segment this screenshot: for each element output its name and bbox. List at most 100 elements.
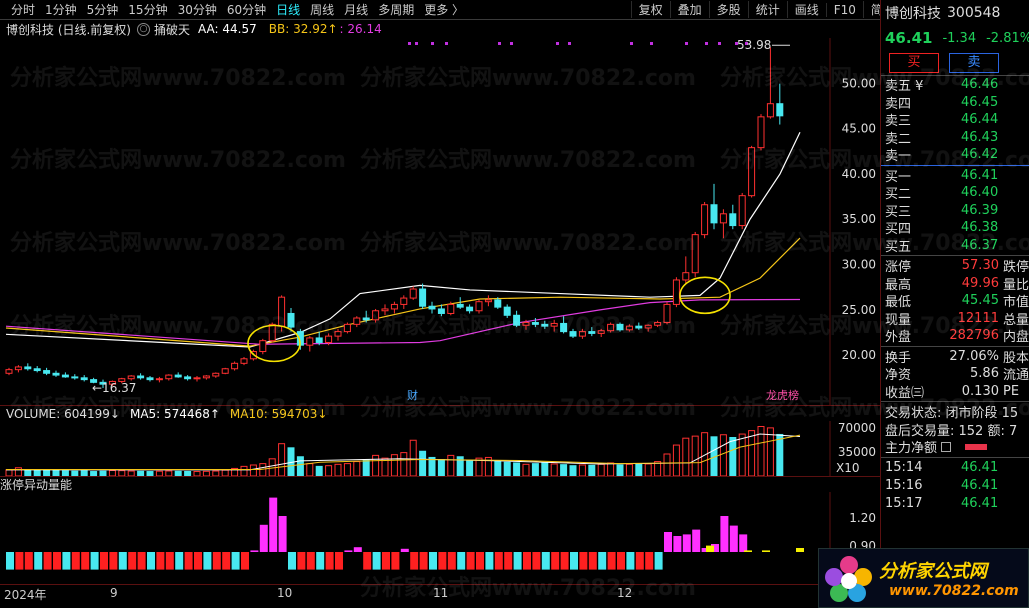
volume-chart[interactable]: 70000 35000 X10 (0, 421, 880, 476)
ma10-value: MA10: 594703↓ (229, 406, 328, 421)
period-tab-7[interactable]: 周线 (310, 3, 335, 17)
candle (616, 322, 624, 332)
indicator-title: 涨停异动量能 (0, 478, 73, 492)
price-chart[interactable]: 50.00 45.00 40.00 35.00 30.00 25.00 20.00 53.98… (0, 38, 880, 405)
volume-bar (541, 462, 549, 476)
price-axis-label: 45.00 (842, 122, 876, 136)
after-hours: 盘后交易量: 152 额: 7 (885, 423, 1018, 439)
tool-button-3[interactable]: 统计 (747, 1, 787, 18)
period-tab-0[interactable]: 分时 (11, 3, 36, 17)
candle (578, 328, 586, 339)
period-tab-3[interactable]: 15分钟 (128, 3, 168, 17)
tool-button-4[interactable]: 画线 (786, 1, 826, 18)
stat-label: 换手 (885, 350, 912, 366)
volume-bar (278, 443, 286, 476)
candle (757, 114, 765, 151)
buy-button[interactable]: 买 (889, 52, 939, 73)
candle (597, 328, 605, 338)
stat-label: 净资 (885, 368, 912, 384)
quote-price-row: 46.41 -1.34 -2.81% (881, 26, 1029, 50)
aa-value: AA: 44.57 (198, 22, 257, 36)
trade-buttons: 买 卖 (881, 50, 1029, 76)
period-tab-10[interactable]: 更多 〉 (424, 3, 465, 17)
indicator-toggle-icon[interactable]: ○ (137, 22, 150, 36)
ask-row: 卖二 46.43 (881, 129, 1029, 147)
tool-button-5[interactable]: F10 (825, 2, 863, 17)
period-tab-9[interactable]: 多周期 (378, 3, 415, 17)
indicator-name[interactable]: 捅破天 (154, 22, 191, 37)
period-tab-6[interactable]: 日线 (276, 3, 301, 17)
indicator-bar (560, 552, 569, 570)
period-tab-2[interactable]: 5分钟 (86, 3, 119, 17)
trade-state: 交易状态: 闭市阶段 15 (885, 406, 1019, 422)
candle (635, 322, 643, 330)
period-tab-5[interactable]: 60分钟 (226, 3, 267, 17)
indicator-bar (306, 552, 315, 570)
finance-marker[interactable]: 财 (407, 388, 418, 402)
price-axis-label: 25.00 (842, 303, 876, 317)
candle (127, 375, 135, 381)
volume-bar (428, 456, 436, 476)
price-axis-label: 30.00 (842, 258, 876, 272)
ask-label: 卖一 (885, 149, 912, 165)
indicator-bar (34, 552, 43, 570)
indicator-bar (165, 552, 174, 570)
volume-bar (33, 470, 41, 476)
net-flow-row[interactable]: 主力净额 (881, 438, 1029, 456)
tool-button-1[interactable]: 叠加 (669, 1, 709, 18)
volume-bar (475, 457, 483, 476)
signal-dot (745, 42, 748, 45)
candle (503, 304, 511, 319)
stat-label-2: 流通 (1002, 368, 1029, 384)
indicator-header: 涨停异动量能 (0, 476, 880, 492)
indicator-bar (100, 552, 108, 570)
candle (654, 320, 662, 328)
flower-logo-icon (825, 556, 872, 602)
volume-bar (296, 456, 304, 476)
tool-button-0[interactable]: 复权 (630, 1, 670, 18)
stat-label: 现量 (885, 312, 912, 328)
indicator-bar (382, 552, 390, 570)
candle (663, 301, 671, 325)
period-tab-8[interactable]: 月线 (344, 3, 369, 17)
volume-bar (776, 433, 784, 476)
net-flow-label: 主力净额 (885, 441, 938, 457)
candle (221, 367, 229, 375)
candle (447, 301, 455, 316)
candle (80, 375, 88, 382)
candle (33, 366, 41, 373)
volume-bar (165, 470, 173, 476)
candle (513, 310, 521, 328)
stat-value: 0.130 (961, 383, 999, 399)
indicator-bar (297, 552, 306, 570)
candle (24, 363, 32, 371)
indicator-bar (175, 552, 184, 570)
candle (719, 209, 727, 239)
period-tab-1[interactable]: 1分钟 (45, 3, 77, 17)
indicator-bar (410, 552, 419, 570)
volume-bar (748, 430, 756, 476)
period-tab-4[interactable]: 30分钟 (177, 3, 217, 17)
indicator-bar (62, 552, 71, 570)
candle (343, 322, 351, 334)
volume-bar (155, 470, 163, 476)
candle (400, 295, 408, 309)
ask-price: 46.44 (961, 112, 999, 128)
quote-title: 博创科技 300548 (881, 0, 1029, 26)
dragon-tiger-marker[interactable]: 龙虎榜 (766, 388, 799, 402)
volume-bar (381, 457, 389, 476)
tool-button-2[interactable]: 多股 (708, 1, 748, 18)
ma5-value: MA5: 574468↑ (129, 406, 220, 421)
candle (146, 376, 154, 382)
stat-row: 外盘 282796 内盘 (881, 327, 1029, 345)
indicator-bar (429, 552, 437, 570)
sell-button[interactable]: 卖 (949, 52, 999, 73)
indicator-bar-yellow (706, 545, 714, 552)
stat-value: 49.96 (961, 275, 999, 291)
ask-label: 卖五 ¥ (885, 79, 924, 95)
signal-dot (630, 42, 633, 45)
volume-axis-label: 35000 (838, 445, 876, 459)
indicator-chart[interactable]: 1.200.90 (0, 492, 880, 584)
indicator-bar (90, 552, 99, 570)
net-flow-bar (965, 443, 988, 450)
